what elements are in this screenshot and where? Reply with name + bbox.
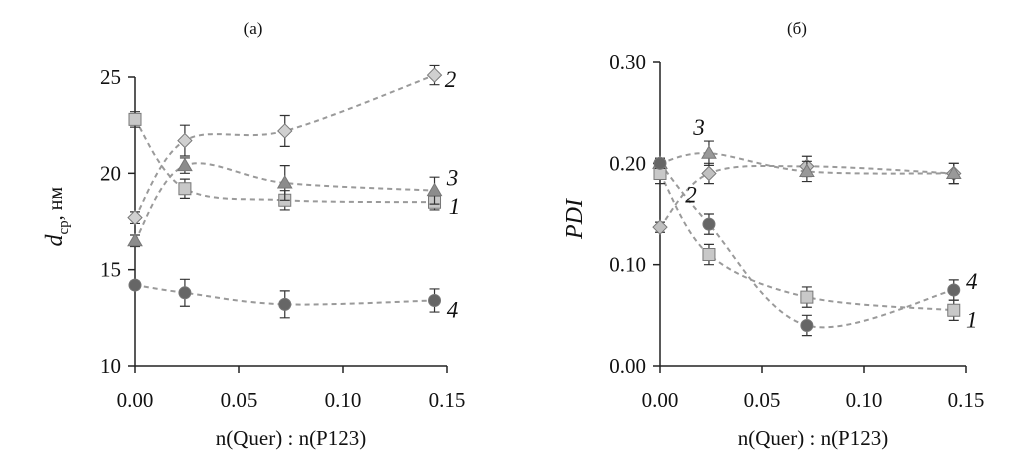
y-tick-label: 0.30 (609, 50, 646, 74)
series-line (134, 74, 435, 219)
chart-title: (б) (787, 19, 807, 38)
marker (800, 318, 814, 332)
y-tick-label: 20 (100, 161, 121, 185)
marker (177, 132, 193, 149)
series-label: 2 (445, 67, 457, 92)
marker (128, 278, 142, 292)
marker (428, 293, 442, 307)
x-tick-label: 0.00 (117, 388, 154, 412)
marker (800, 290, 814, 304)
series-label: 3 (446, 166, 459, 191)
series-label: 4 (447, 297, 459, 322)
y-tick-label: 25 (100, 65, 121, 89)
marker (701, 165, 717, 182)
x-tick-label: 0.05 (744, 388, 781, 412)
chart-panel: (б) 0.00 0.10 0.20 0.30 0.00 0.05 0.10 0.15 n(Que… (562, 19, 984, 450)
marker (426, 182, 443, 197)
x-tick-label: 0.00 (642, 388, 679, 412)
marker (178, 182, 192, 196)
marker (701, 145, 717, 159)
x-axis-label: n(Quer) : n(P123) (738, 426, 888, 450)
marker (177, 157, 193, 172)
x-tick-label: 0.15 (429, 388, 466, 412)
marker (653, 156, 667, 170)
marker (276, 174, 293, 189)
marker (702, 217, 716, 231)
y-label-main: d (42, 234, 68, 247)
y-tick-label: 10 (100, 354, 121, 378)
x-tick-label: 0.10 (846, 388, 883, 412)
x-tick-label: 0.10 (325, 388, 362, 412)
y-axis-label: PDI (562, 198, 588, 240)
series-line (659, 172, 954, 312)
y-tick-label: 0.10 (609, 253, 646, 277)
series-line (134, 118, 435, 204)
marker (127, 209, 143, 226)
series-label: 4 (966, 269, 978, 294)
x-tick-label: 0.15 (948, 388, 985, 412)
chart-panel: (а) 10 15 20 25 0.00 0.05 0.10 0.15 n(Quer) : n(P… (42, 19, 465, 450)
x-tick-label: 0.05 (221, 388, 258, 412)
series-line (134, 284, 435, 306)
marker (426, 67, 443, 83)
x-axis-label: n(Quer) : n(P123) (216, 426, 366, 450)
chart-title: (а) (244, 19, 263, 38)
y-label-main: PDI (562, 198, 588, 240)
marker (128, 112, 142, 126)
y-tick-label: 15 (100, 258, 121, 282)
y-label-sub: ср (56, 220, 72, 234)
marker (178, 286, 192, 300)
series-line (659, 164, 954, 228)
marker (127, 232, 143, 247)
marker (702, 248, 716, 262)
series-line (659, 152, 954, 175)
y-axis-label: dср, нм (42, 187, 72, 247)
marker (277, 123, 293, 139)
series-line (659, 162, 954, 329)
y-tick-label: 0.20 (609, 151, 646, 175)
marker (945, 165, 962, 179)
y-label-unit: , нм (45, 187, 67, 221)
series-label: 1 (966, 307, 978, 332)
marker (799, 163, 815, 177)
marker (278, 297, 292, 311)
marker (947, 303, 961, 317)
series-label: 1 (449, 194, 461, 219)
marker (652, 219, 668, 235)
series-label: 3 (692, 115, 705, 140)
series-label: 2 (685, 182, 697, 207)
y-tick-label: 0.00 (609, 354, 646, 378)
marker (947, 283, 961, 297)
